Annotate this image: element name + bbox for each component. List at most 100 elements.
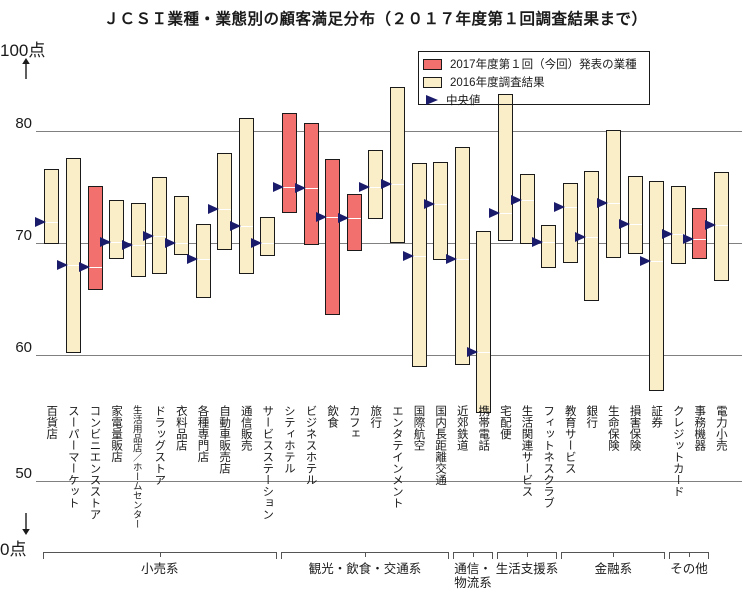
- median-tick: [413, 256, 426, 257]
- category-label: クレジットカード: [671, 405, 683, 497]
- median-marker-icon: [79, 262, 90, 272]
- range-bar: [196, 224, 211, 298]
- median-tick: [564, 207, 577, 208]
- median-tick: [629, 224, 642, 225]
- category-label: 宅配便: [498, 405, 510, 440]
- median-tick: [391, 184, 404, 185]
- legend-item: 中央値: [423, 92, 637, 108]
- category-label: ビジネスホテル: [304, 405, 316, 486]
- legend-triangle-icon: [426, 95, 438, 105]
- median-marker-icon: [359, 182, 370, 192]
- median-marker-icon: [35, 217, 46, 227]
- median-tick: [715, 225, 728, 226]
- y-axis-tick-70: 70: [0, 227, 32, 244]
- range-bar: [412, 163, 427, 367]
- median-marker-icon: [683, 234, 694, 244]
- median-tick: [175, 243, 188, 244]
- category-label: 国際航空: [412, 405, 424, 451]
- median-tick: [89, 267, 102, 268]
- median-marker-icon: [532, 237, 543, 247]
- category-label: 証券: [650, 405, 662, 428]
- range-bar: [541, 225, 556, 268]
- median-marker-icon: [511, 195, 522, 205]
- category-label: 通信販売: [239, 405, 251, 451]
- range-bar: [692, 208, 707, 258]
- median-marker-icon: [381, 179, 392, 189]
- median-tick: [499, 213, 512, 214]
- category-label: ドラッグストア: [153, 405, 165, 486]
- category-label: フィットネスクラブ: [542, 405, 554, 509]
- median-marker-icon: [597, 198, 608, 208]
- median-marker-icon: [575, 232, 586, 242]
- range-bar: [563, 183, 578, 264]
- legend-swatch: [423, 59, 442, 70]
- category-label: 飲食: [326, 405, 338, 428]
- range-bar: [174, 196, 189, 255]
- category-label: コンビニエンスストア: [88, 405, 100, 520]
- range-bar: [628, 176, 643, 254]
- y-axis-tick-80: 80: [0, 115, 32, 132]
- range-bar: [476, 231, 491, 414]
- group-bracket-tick: [160, 552, 161, 557]
- median-tick: [521, 200, 534, 201]
- median-marker-icon: [165, 238, 176, 248]
- median-tick: [607, 203, 620, 204]
- range-bar: [520, 174, 535, 245]
- median-tick: [261, 243, 274, 244]
- category-label: 家電量販店: [110, 405, 122, 463]
- median-marker-icon: [316, 212, 327, 222]
- median-tick: [132, 245, 145, 246]
- median-tick: [305, 188, 318, 189]
- median-marker-icon: [100, 237, 111, 247]
- median-tick: [542, 242, 555, 243]
- legend-item: 2016年度調査結果: [423, 74, 637, 90]
- range-bar: [584, 171, 599, 301]
- median-marker-icon: [295, 183, 306, 193]
- category-label: 百貨店: [45, 405, 57, 440]
- median-tick: [650, 261, 663, 262]
- median-tick: [218, 209, 231, 210]
- median-marker-icon: [251, 238, 262, 248]
- y-axis-tick-50: 50: [0, 465, 32, 482]
- median-marker-icon: [446, 254, 457, 264]
- median-marker-icon: [338, 213, 349, 223]
- range-bar: [260, 217, 275, 256]
- page-title: ＪＣＳＩ業種・業態別の顧客満足分布（２０１７年度第１回調査結果まで）: [0, 7, 751, 29]
- range-bar: [282, 113, 297, 213]
- group-bracket-tick: [473, 552, 474, 557]
- category-label: 携帯電話: [477, 405, 489, 451]
- median-marker-icon: [208, 204, 219, 214]
- range-bar: [239, 118, 254, 275]
- category-label: 衣料品店: [174, 405, 186, 451]
- median-marker-icon: [122, 240, 133, 250]
- group-bracket-tick: [365, 552, 366, 557]
- median-marker-icon: [554, 202, 565, 212]
- median-marker-icon: [705, 220, 716, 230]
- legend-item: 2017年度第１回（今回）発表の業種: [423, 56, 637, 72]
- category-label: 電力小売: [714, 405, 726, 451]
- median-tick: [693, 239, 706, 240]
- category-label: 生命保険: [606, 405, 618, 451]
- gridline-60: [36, 355, 742, 356]
- median-tick: [45, 222, 58, 223]
- category-label: 自動車販売店: [218, 405, 230, 474]
- category-label: 近郊鉄道: [455, 405, 467, 451]
- median-marker-icon: [403, 251, 414, 261]
- category-label: 生活用品店／ホームセンター: [131, 405, 141, 529]
- group-label: その他: [639, 563, 738, 577]
- median-tick: [240, 226, 253, 227]
- median-marker-icon: [187, 254, 198, 264]
- legend: 2017年度第１回（今回）発表の業種 2016年度調査結果中央値: [423, 56, 637, 110]
- median-tick: [348, 218, 361, 219]
- range-bar: [325, 159, 340, 315]
- category-label: 銀行: [585, 405, 597, 428]
- category-label: 旅行: [369, 405, 381, 428]
- range-bar: [455, 147, 470, 365]
- range-bar: [66, 158, 81, 353]
- median-marker-icon: [424, 199, 435, 209]
- median-tick: [434, 204, 447, 205]
- range-bar: [304, 123, 319, 245]
- legend-label: 2016年度調査結果: [450, 74, 545, 90]
- range-bar: [347, 194, 362, 251]
- category-label: 事務機器: [693, 405, 705, 451]
